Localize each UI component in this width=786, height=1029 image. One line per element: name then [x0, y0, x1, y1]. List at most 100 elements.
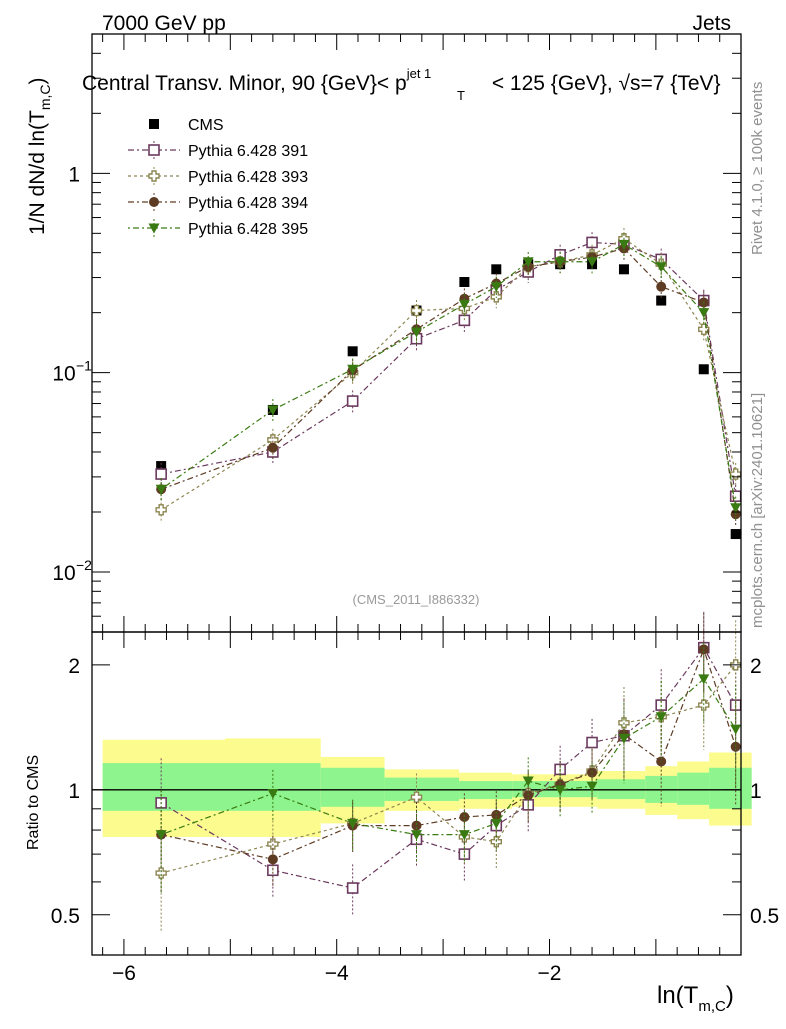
- main-y-tick-label: 1: [68, 163, 80, 186]
- legend-marker-p393: [148, 170, 160, 182]
- ratio-point-p395: [730, 724, 742, 735]
- ratio-point-p394: [698, 644, 709, 655]
- legend-label-p395: Pythia 6.428 395: [188, 221, 308, 238]
- series-line-p391: [161, 241, 737, 497]
- x-tick-label: −6: [112, 962, 136, 985]
- ratio-y-tick-label-right: 2: [750, 655, 762, 678]
- ratio-point-p395: [554, 785, 566, 796]
- ratio-point-p393: [698, 699, 710, 711]
- ratio-point-p394: [267, 854, 278, 865]
- main-y-axis-label: 1/N dN/d ln(Tm,C): [26, 77, 53, 235]
- ratio-y-tick-label-left: 2: [68, 655, 80, 678]
- series-p394: [156, 237, 741, 528]
- title-main: Central Transv. Minor, 90 {GeV}< p: [82, 72, 407, 95]
- point-p395: [655, 262, 667, 273]
- point-p395: [267, 405, 279, 416]
- point-p391: [458, 314, 471, 327]
- point-CMS: [156, 461, 167, 472]
- point-p395: [155, 484, 167, 495]
- point-p391: [155, 468, 167, 480]
- point-p395: [618, 239, 630, 250]
- legend-label-p393: Pythia 6.428 393: [188, 169, 308, 186]
- ratio-point-p395: [522, 776, 534, 787]
- point-p391: [729, 490, 742, 503]
- ratio-point-p395: [698, 674, 710, 685]
- ratio-point-p393: [155, 867, 167, 879]
- band-green: [709, 767, 752, 809]
- ratio-y-tick-label-right: 0.5: [750, 905, 779, 928]
- point-p395: [698, 308, 710, 319]
- point-p395: [347, 364, 359, 375]
- ratio-point-p394: [459, 812, 470, 823]
- rivet-label: Rivet 4.1.0, ≥ 100k events: [749, 82, 766, 255]
- series-line-p393: [160, 237, 737, 511]
- point-p395: [458, 299, 470, 310]
- point-CMS: [698, 364, 709, 375]
- axis-ticks: [92, 33, 741, 955]
- point-p393: [155, 504, 167, 516]
- ratio-point-p395: [618, 733, 630, 744]
- point-p395: [586, 257, 598, 268]
- main-y-tick-exponent: −2: [76, 557, 92, 573]
- main-y-tick-exponent: −1: [76, 358, 92, 374]
- plot-title: Central Transv. Minor, 90 {GeV}< pjet 1 T…: [82, 66, 721, 103]
- point-p391: [346, 395, 359, 407]
- series-line-p394: [160, 247, 737, 515]
- series-p395: [155, 233, 742, 521]
- point-p395: [490, 282, 502, 293]
- ratio-point-p395: [586, 781, 598, 792]
- ratio-frame: [91, 631, 742, 956]
- ratio-y-tick-label-left: 0.5: [51, 905, 80, 928]
- legend-marker-p395: [148, 223, 160, 234]
- analysis-label: (CMS_2011_I886332): [353, 592, 480, 607]
- x-tick-label: −2: [538, 962, 562, 985]
- point-p395: [730, 503, 742, 514]
- point-p395: [411, 327, 422, 338]
- band-green: [677, 772, 710, 805]
- frames: [91, 33, 742, 956]
- legend-label-p391: Pythia 6.428 391: [188, 143, 308, 160]
- y-label-main: 1/N dN/d ln(T: [26, 110, 49, 235]
- point-CMS: [656, 295, 667, 306]
- series-p393: [155, 228, 742, 523]
- ratio-point-p395: [347, 818, 359, 829]
- ratio-y-tick-label-right: 1: [750, 780, 762, 803]
- ratio-point-p394: [730, 741, 741, 752]
- point-CMS: [491, 264, 502, 275]
- legend: CMS Pythia 6.428 391 Pythia 6.428 393 Pythi…: [128, 117, 308, 238]
- legend-marker-p394: [149, 197, 159, 207]
- point-p395: [554, 257, 566, 268]
- ratio-point-p395: [411, 830, 422, 841]
- series-p391: [155, 232, 742, 510]
- point-CMS: [459, 276, 470, 287]
- x-label-close: ): [726, 982, 734, 1009]
- x-label-sub: m,C: [698, 998, 726, 1015]
- series-CMS: [156, 259, 741, 540]
- ratio-point-p391: [346, 882, 359, 894]
- point-p393: [410, 304, 423, 317]
- tick-labels: 110 −110 −20.5 0.51 12 2−6 −4 −2: [51, 163, 779, 985]
- title-sub: T: [457, 88, 465, 103]
- legend-marker-CMS: [149, 119, 159, 129]
- ratio-point-p395: [155, 830, 167, 841]
- point-p394: [267, 442, 278, 453]
- legend-label-CMS: CMS: [188, 117, 224, 134]
- ratio-point-p394: [587, 767, 598, 778]
- title-tail: < 125 {GeV}, √s=7 {TeV}: [486, 72, 721, 95]
- y-label-close: ): [26, 77, 49, 84]
- ratio-point-p391: [586, 736, 598, 749]
- point-CMS: [618, 264, 629, 275]
- ratio-point-p395: [267, 788, 279, 799]
- ratio-series-p395: [155, 643, 742, 894]
- ratio-y-axis-label: Ratio to CMS: [25, 755, 42, 850]
- ratio-point-p393: [410, 791, 423, 803]
- point-p393: [729, 468, 742, 480]
- series-line-p395: [160, 243, 737, 508]
- ratio-point-p395: [655, 712, 667, 723]
- legend-marker-p391: [148, 144, 160, 156]
- ratio-point-p394: [411, 820, 422, 831]
- ratio-y-tick-label-left: 1: [68, 780, 80, 803]
- x-label-main: ln(T: [657, 982, 699, 1009]
- main-y-tick-label: 10: [52, 562, 75, 585]
